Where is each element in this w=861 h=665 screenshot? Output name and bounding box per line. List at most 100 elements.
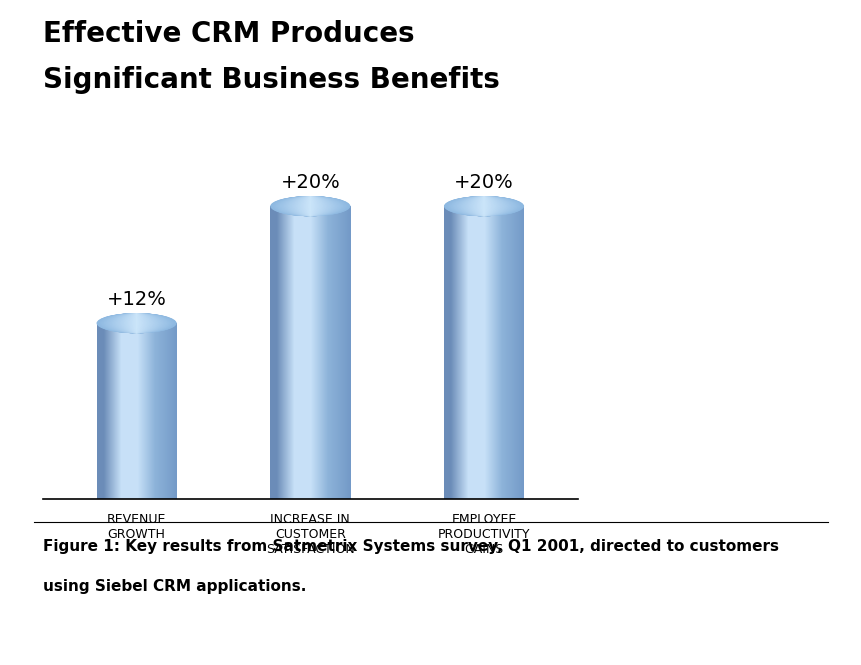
Ellipse shape <box>460 196 507 216</box>
Bar <box>481 206 483 499</box>
Bar <box>499 206 501 499</box>
Bar <box>342 206 344 499</box>
Bar <box>146 323 147 499</box>
Bar <box>498 206 499 499</box>
Bar <box>132 323 133 499</box>
Bar <box>461 206 463 499</box>
Bar <box>99 323 101 499</box>
Bar <box>289 206 290 499</box>
Ellipse shape <box>120 313 153 333</box>
Bar <box>280 206 282 499</box>
Ellipse shape <box>300 196 319 216</box>
Bar <box>274 206 276 499</box>
Ellipse shape <box>477 196 490 216</box>
Bar <box>136 323 138 499</box>
Bar <box>445 206 447 499</box>
Bar <box>312 206 313 499</box>
Bar <box>458 206 460 499</box>
Bar <box>475 206 477 499</box>
Bar <box>113 323 114 499</box>
Bar <box>287 206 288 499</box>
Bar <box>293 206 294 499</box>
Ellipse shape <box>457 196 510 216</box>
Ellipse shape <box>276 196 344 216</box>
Ellipse shape <box>131 313 142 333</box>
Bar <box>333 206 334 499</box>
Bar <box>127 323 129 499</box>
Ellipse shape <box>282 196 338 216</box>
Ellipse shape <box>97 313 176 333</box>
Bar <box>346 206 347 499</box>
Ellipse shape <box>114 313 159 333</box>
Ellipse shape <box>125 313 148 333</box>
Text: +20%: +20% <box>280 173 340 192</box>
Ellipse shape <box>449 196 518 216</box>
Bar <box>307 206 308 499</box>
Bar <box>301 206 302 499</box>
Ellipse shape <box>284 196 336 216</box>
Bar <box>294 206 295 499</box>
Bar <box>503 206 504 499</box>
Bar <box>279 206 281 499</box>
Ellipse shape <box>133 313 140 333</box>
Bar <box>156 323 157 499</box>
Bar <box>108 323 110 499</box>
Bar <box>168 323 169 499</box>
Bar <box>334 206 336 499</box>
Bar <box>469 206 471 499</box>
Bar <box>115 323 117 499</box>
Bar <box>127 323 128 499</box>
Bar <box>114 323 115 499</box>
Bar <box>444 206 446 499</box>
Ellipse shape <box>294 196 326 216</box>
Bar <box>516 206 517 499</box>
Ellipse shape <box>304 196 316 216</box>
Text: +20%: +20% <box>454 173 513 192</box>
Ellipse shape <box>482 196 485 216</box>
Bar <box>299 206 300 499</box>
Bar <box>313 206 314 499</box>
Bar <box>476 206 478 499</box>
Bar <box>319 206 320 499</box>
Bar <box>518 206 520 499</box>
Ellipse shape <box>287 196 333 216</box>
Ellipse shape <box>111 313 162 333</box>
Bar <box>337 206 338 499</box>
Bar <box>457 206 459 499</box>
Ellipse shape <box>119 313 154 333</box>
Ellipse shape <box>297 196 323 216</box>
Ellipse shape <box>276 196 344 216</box>
Bar <box>345 206 346 499</box>
Bar <box>138 323 139 499</box>
Bar <box>276 206 277 499</box>
Bar <box>288 206 289 499</box>
Bar <box>135 323 137 499</box>
Bar <box>296 206 297 499</box>
Bar <box>448 206 449 499</box>
Ellipse shape <box>128 313 145 333</box>
Bar <box>504 206 505 499</box>
Ellipse shape <box>108 313 165 333</box>
Bar <box>488 206 490 499</box>
Bar <box>98 323 100 499</box>
Ellipse shape <box>290 196 330 216</box>
Bar <box>318 206 319 499</box>
Ellipse shape <box>305 196 315 216</box>
Ellipse shape <box>449 196 517 216</box>
Bar <box>338 206 339 499</box>
Ellipse shape <box>461 196 505 216</box>
Bar <box>120 323 121 499</box>
Ellipse shape <box>270 196 350 216</box>
Bar <box>497 206 498 499</box>
Ellipse shape <box>474 196 493 216</box>
Bar <box>122 323 124 499</box>
Bar <box>446 206 448 499</box>
Ellipse shape <box>446 196 521 216</box>
Bar <box>455 206 457 499</box>
Bar <box>117 323 119 499</box>
Ellipse shape <box>447 196 520 216</box>
Ellipse shape <box>299 196 321 216</box>
Ellipse shape <box>459 196 508 216</box>
Bar <box>158 323 160 499</box>
Bar <box>332 206 333 499</box>
